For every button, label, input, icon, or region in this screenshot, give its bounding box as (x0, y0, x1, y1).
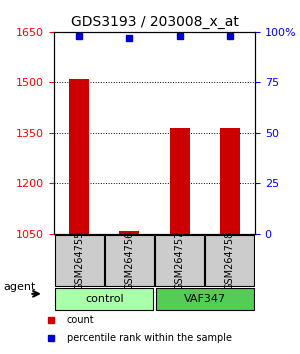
FancyBboxPatch shape (155, 235, 204, 286)
FancyBboxPatch shape (55, 288, 154, 310)
FancyBboxPatch shape (105, 235, 154, 286)
Text: agent: agent (3, 282, 35, 292)
FancyBboxPatch shape (205, 235, 254, 286)
Bar (169, 128, 190, 234)
Bar (69, 79, 89, 234)
Text: GSM264758: GSM264758 (225, 230, 235, 290)
Bar (220, 128, 240, 234)
Title: GDS3193 / 203008_x_at: GDS3193 / 203008_x_at (70, 16, 239, 29)
Text: count: count (67, 315, 94, 325)
Text: GSM264757: GSM264757 (175, 230, 184, 290)
FancyBboxPatch shape (55, 235, 104, 286)
Text: GSM264755: GSM264755 (74, 230, 84, 290)
Text: percentile rank within the sample: percentile rank within the sample (67, 333, 232, 343)
Text: VAF347: VAF347 (184, 294, 226, 304)
FancyBboxPatch shape (155, 288, 254, 310)
Text: GSM264756: GSM264756 (124, 230, 134, 290)
Text: control: control (85, 294, 124, 304)
Bar (119, 231, 140, 234)
